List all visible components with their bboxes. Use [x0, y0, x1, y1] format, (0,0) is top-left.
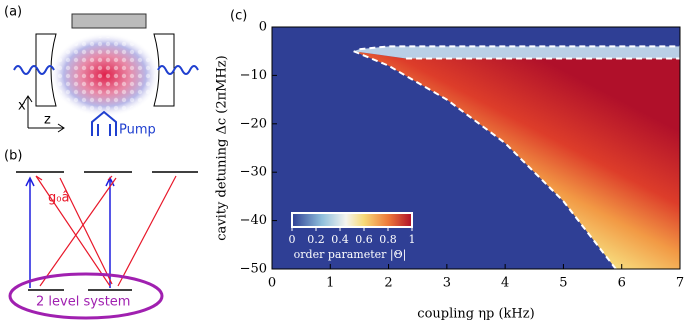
system-ellipse [8, 272, 164, 320]
colorbar-tick-label: 1 [409, 233, 416, 246]
x-axis-label: coupling ηp (kHz) [417, 307, 534, 322]
axis-label: x [18, 99, 26, 114]
x-tick-label: 7 [676, 276, 684, 291]
cavity-transition [35, 175, 177, 287]
wave [157, 65, 199, 75]
pump-transition [25, 176, 115, 288]
y-tick-label: −40 [240, 213, 267, 228]
panel-label: (a) [4, 5, 22, 20]
panel-b: (b) g₀â 2 level system [4, 149, 198, 320]
x-tick-label: 6 [618, 276, 626, 291]
panel-a: (a) x z Pump [4, 5, 199, 138]
colorbar-label: order parameter |Θ| [294, 248, 407, 262]
y-tick-label: −30 [240, 165, 267, 180]
x-tick-label: 3 [443, 276, 451, 291]
system-label: 2 level system [36, 295, 130, 310]
y-tick-label: −50 [240, 262, 267, 277]
levels [16, 171, 198, 291]
pump-label: Pump [119, 123, 156, 138]
colorbar-tick-label: 0.6 [355, 233, 373, 246]
y-tick-label: 0 [259, 20, 267, 35]
colorbar-tick-label: 0.8 [379, 233, 397, 246]
y-tick-label: −10 [240, 68, 267, 83]
ordered-phase [353, 51, 680, 270]
bistable-band [353, 46, 680, 59]
x-tick-label: 0 [268, 276, 276, 291]
colorbar-tick-label: 0.2 [307, 233, 325, 246]
y-axis-label: cavity detuning Δc (2πMHz) [215, 55, 230, 240]
pump-arrow [91, 110, 117, 136]
x-tick-label: 5 [559, 276, 567, 291]
coupling-label: g₀â [48, 191, 69, 206]
lattice [55, 37, 155, 113]
wave [13, 65, 55, 75]
colorbar [291, 212, 413, 228]
axis-label: z [44, 113, 51, 128]
frame [271, 26, 681, 270]
boundary-line [353, 50, 617, 270]
axes-arrows [23, 95, 65, 133]
mirror-right [153, 33, 175, 107]
x-tick-label: 2 [384, 276, 392, 291]
panel-label: (c) [230, 9, 247, 24]
y-tick-label: −20 [240, 116, 267, 131]
colorbar-tick-label: 0 [289, 233, 296, 246]
x-tick-label: 1 [326, 276, 334, 291]
panel-label: (b) [4, 149, 22, 164]
colorbar-tick-label: 0.4 [331, 233, 349, 246]
boundary-line [359, 45, 680, 51]
x-tick-label: 4 [501, 276, 509, 291]
atom-source [71, 13, 147, 29]
